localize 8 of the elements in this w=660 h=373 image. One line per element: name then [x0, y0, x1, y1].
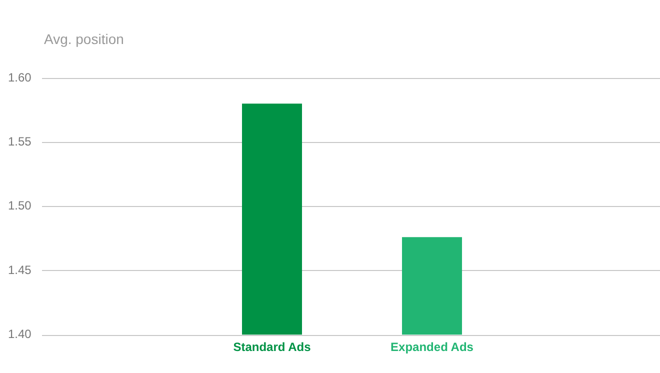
y-tick-label: 1.50: [8, 198, 32, 213]
x-tick-label: Standard Ads: [233, 340, 312, 354]
text: Avg. position: [44, 30, 124, 47]
y-tick-label: 1.45: [8, 262, 32, 277]
x-tick-label: Expanded Ads: [390, 340, 474, 354]
y-tick-label: 1.40: [8, 326, 32, 341]
y-tick-label: 1.60: [8, 70, 32, 84]
y-tick-label: 1.55: [8, 134, 32, 148]
